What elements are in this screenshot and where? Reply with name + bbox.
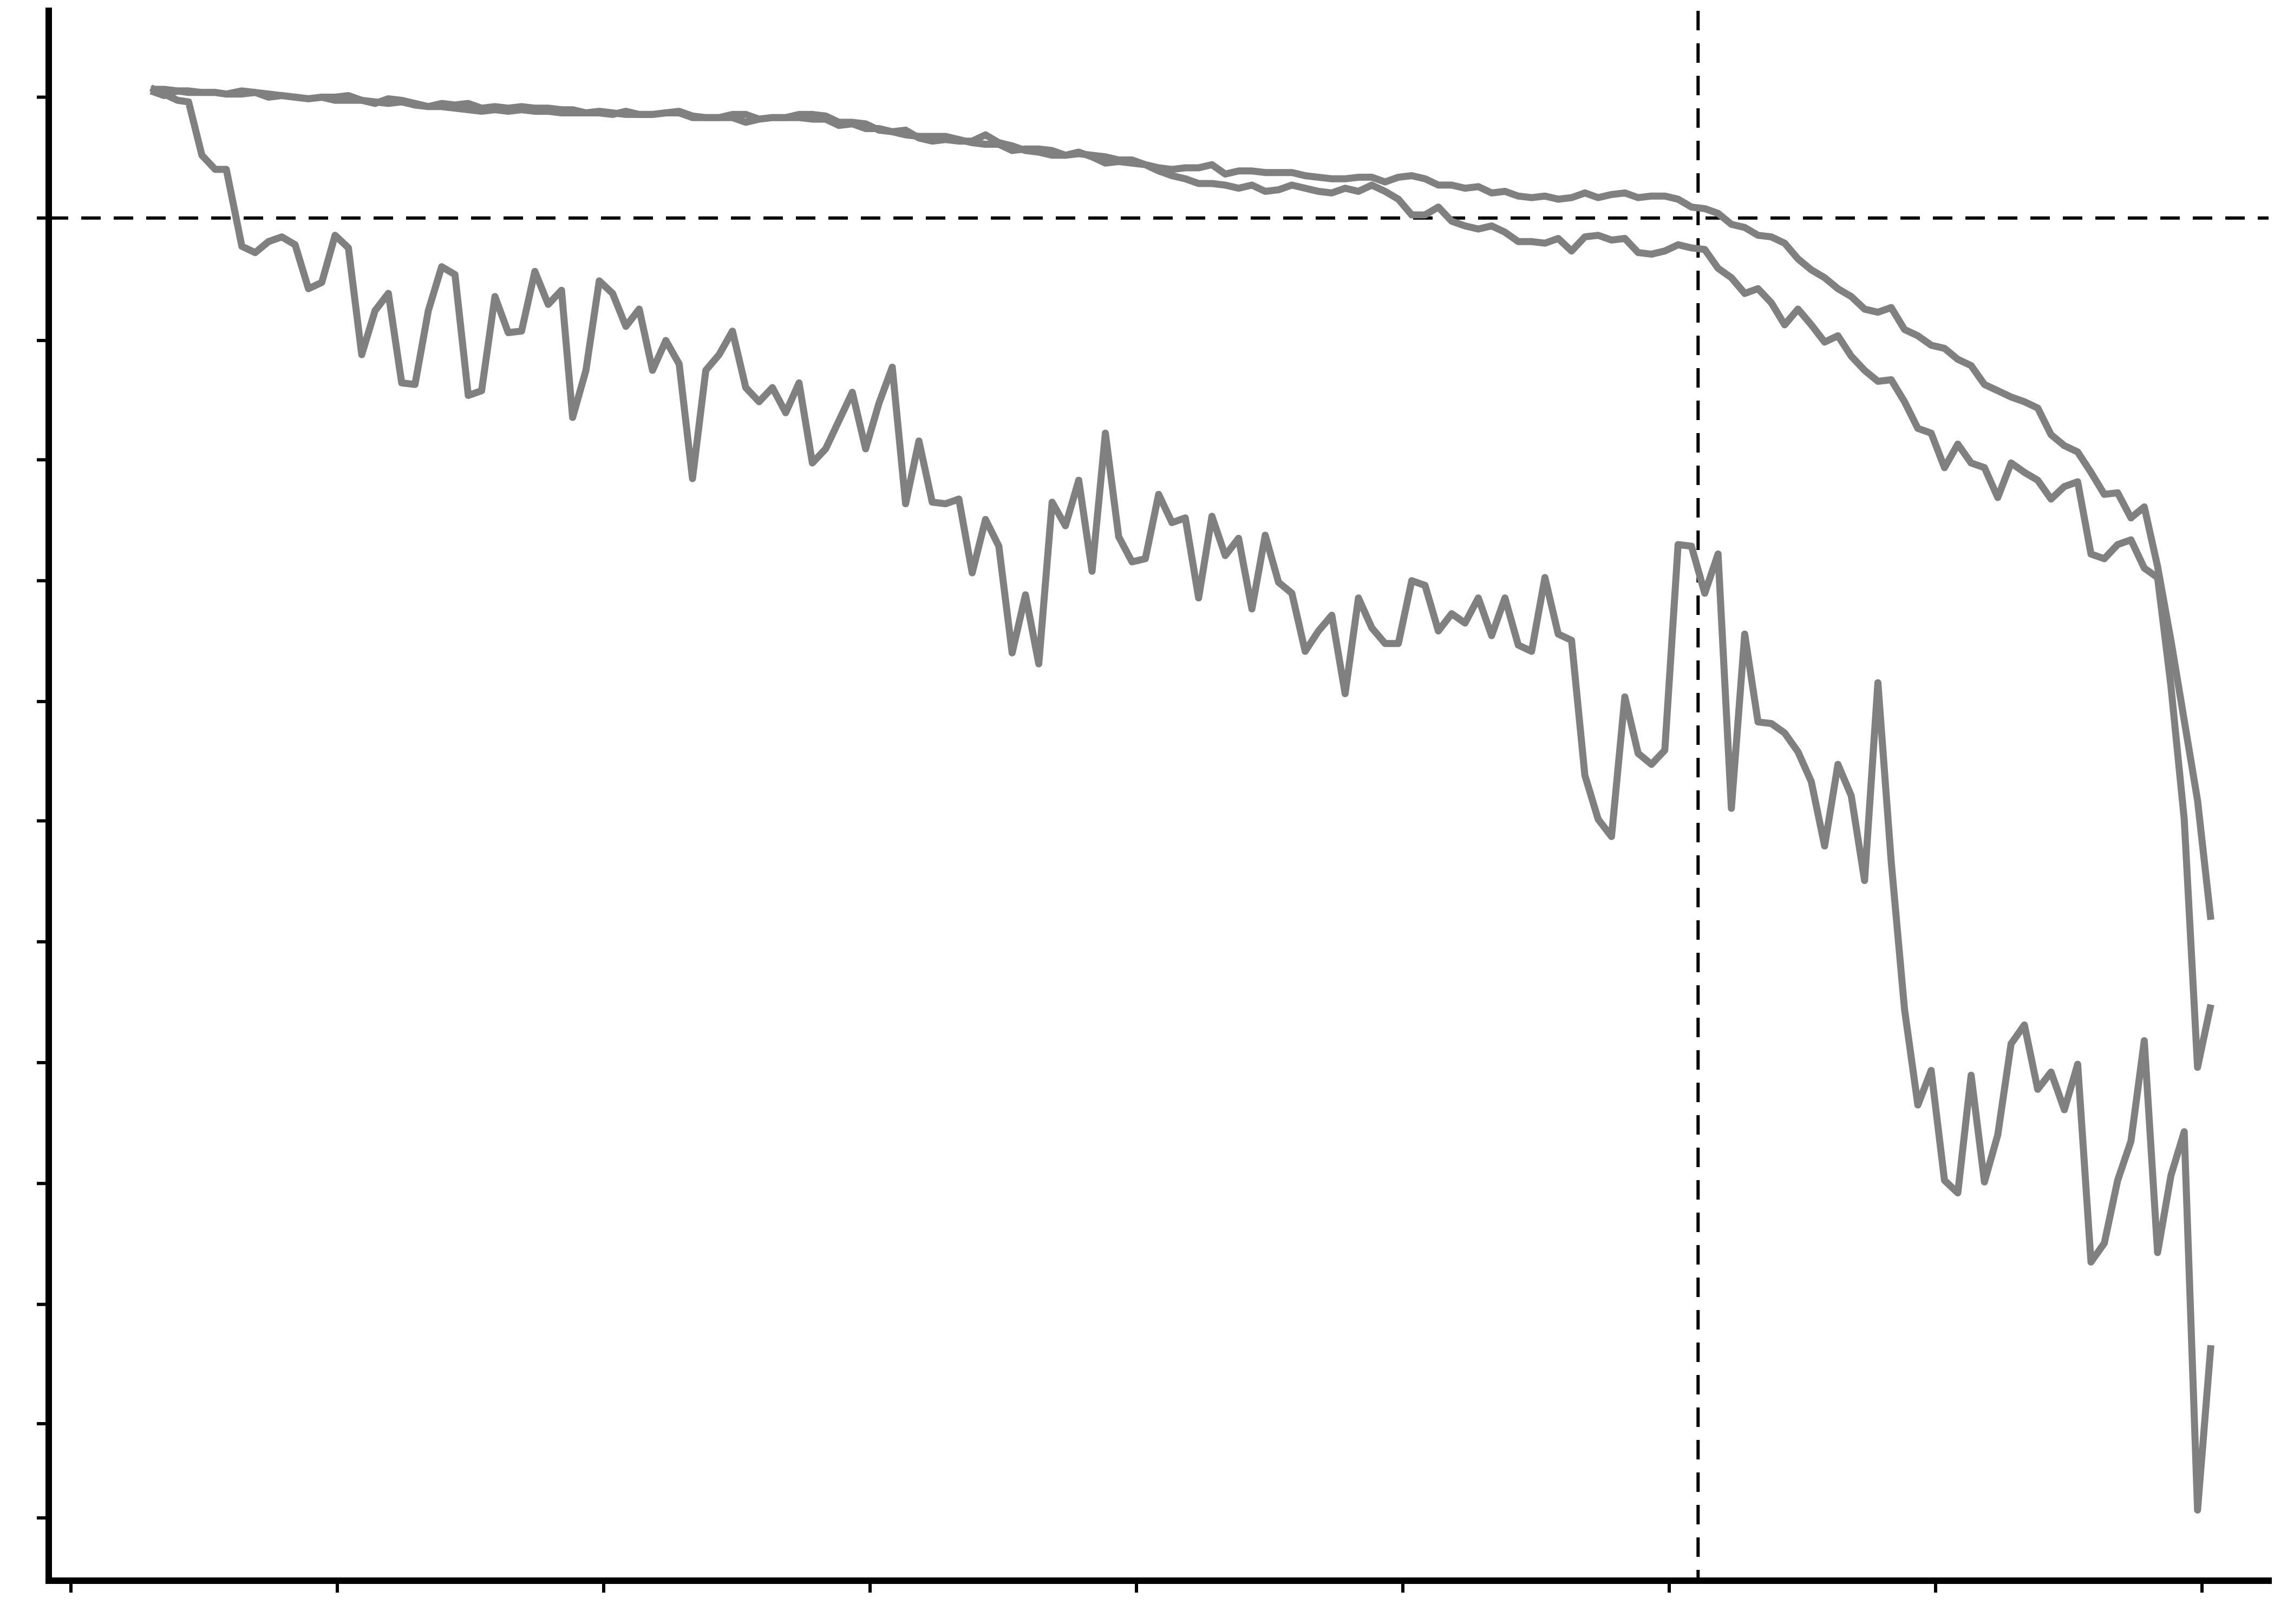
axis-ticks — [37, 95, 2204, 1593]
series-layer — [149, 84, 2214, 1514]
axes — [45, 8, 2272, 1584]
series-line-3 — [151, 86, 2214, 920]
series-line-1 — [149, 84, 2214, 1514]
series-line-2 — [149, 87, 2214, 1071]
reference-lines — [49, 11, 2269, 1581]
